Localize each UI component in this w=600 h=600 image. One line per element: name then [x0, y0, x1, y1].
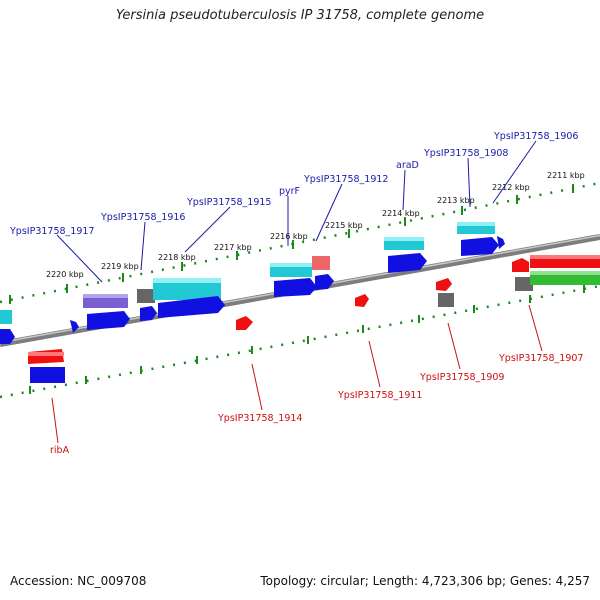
- gene-label: pyrF: [279, 186, 300, 197]
- gene-label: YpsIP31758_1907: [498, 353, 583, 364]
- tick-label: 2212 kbp: [492, 183, 530, 192]
- gene-arrow: [461, 237, 499, 256]
- gene-arrow: [28, 349, 64, 364]
- gene-label: YpsIP31758_1911: [337, 390, 422, 401]
- gene-feature: [438, 293, 454, 307]
- gene-arrow: [355, 294, 369, 307]
- gene-arrow: [497, 236, 505, 249]
- gene-feature: [153, 278, 221, 300]
- gene-label: YpsIP31758_1906: [493, 131, 578, 142]
- gene-feature-highlight: [270, 263, 312, 267]
- gene-feature: [515, 277, 533, 291]
- gene-arrow: [0, 329, 15, 344]
- gene-feature-highlight: [457, 222, 495, 226]
- gene-labels-bottom[interactable]: YpsIP31758_1907 YpsIP31758_1909 YpsIP317…: [50, 353, 583, 456]
- tick-label: 2218 kbp: [158, 253, 196, 262]
- callout-lines-bottom: [51, 304, 543, 444]
- gene-labels-top[interactable]: YpsIP31758_1906 YpsIP31758_1908 araD Yps…: [9, 131, 578, 237]
- gene-label: araD: [396, 160, 419, 171]
- tick-label: 2219 kbp: [101, 262, 139, 271]
- gene-arrow: [70, 320, 79, 333]
- genome-title: Yersinia pseudotuberculosis IP 31758, co…: [115, 8, 485, 23]
- reverse-features[interactable]: [28, 278, 454, 383]
- gene-label: YpsIP31758_1908: [423, 148, 508, 159]
- tick-label: 2220 kbp: [46, 270, 84, 279]
- tick-label: 2214 kbp: [382, 209, 420, 218]
- gene-label: YpsIP31758_1915: [186, 197, 271, 208]
- gene-feature: [137, 289, 155, 303]
- gene-feature-highlight: [384, 237, 424, 241]
- gene-feature: [30, 367, 65, 383]
- gene-label: YpsIP31758_1914: [217, 413, 302, 424]
- gene-feature-highlight: [530, 255, 600, 259]
- tick-label: 2213 kbp: [437, 196, 475, 205]
- tick-label: 2215 kbp: [325, 221, 363, 230]
- gene-feature-highlight: [530, 271, 600, 275]
- gene-label: ribA: [50, 445, 70, 456]
- forward-features[interactable]: [0, 222, 600, 344]
- gene-feature: [312, 256, 330, 270]
- gene-label: YpsIP31758_1917: [9, 226, 94, 237]
- gene-arrow: [158, 296, 225, 318]
- accession-text: Accession: NC_009708: [10, 574, 147, 588]
- tick-marks-top: [9, 184, 574, 304]
- tick-label: 2211 kbp: [547, 171, 585, 180]
- gene-arrow: [236, 316, 253, 330]
- gene-arrow: [87, 311, 130, 330]
- callout-lines-top: [56, 140, 537, 283]
- tick-label: 2216 kbp: [270, 232, 308, 241]
- gene-arrow: [388, 253, 427, 273]
- gene-arrow: [436, 278, 452, 291]
- gene-feature-highlight: [28, 352, 64, 356]
- gene-label: YpsIP31758_1912: [303, 174, 388, 185]
- topology-text: Topology: circular; Length: 4,723,306 bp…: [260, 574, 590, 588]
- gene-feature: [0, 310, 12, 324]
- gene-feature-highlight: [83, 294, 128, 298]
- gene-arrow: [274, 278, 317, 297]
- gene-label: YpsIP31758_1916: [100, 212, 185, 223]
- gene-feature-highlight: [153, 278, 221, 283]
- gene-label: YpsIP31758_1909: [419, 372, 504, 383]
- gene-arrow: [315, 274, 334, 290]
- tick-marks-bottom: [29, 285, 585, 394]
- gene-arrow: [140, 306, 157, 321]
- kbp-labels: 2211 kbp 2212 kbp 2213 kbp 2214 kbp 2215…: [46, 171, 585, 279]
- gene-arrow: [512, 258, 529, 272]
- tick-label: 2217 kbp: [214, 243, 252, 252]
